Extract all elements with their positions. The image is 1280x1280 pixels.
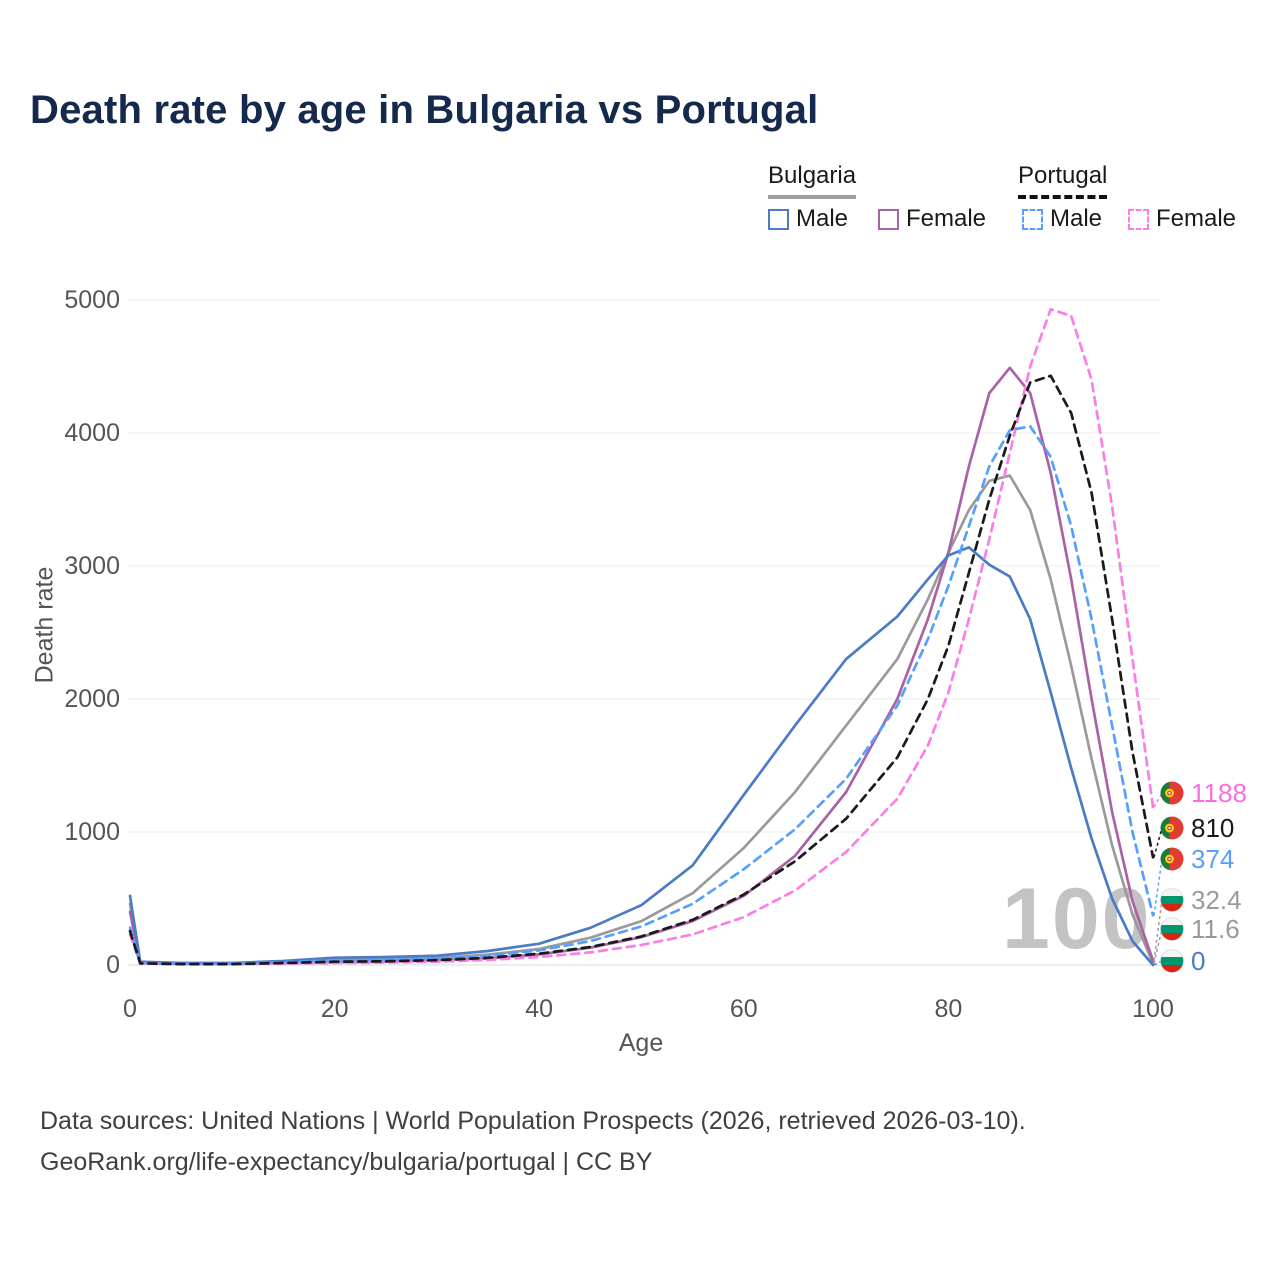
series-line-portugal-male[interactable] — [128, 424, 1155, 966]
y-tick-label: 3000 — [64, 552, 120, 580]
end-value-label: 1188 — [1191, 777, 1247, 808]
legend-group-portugal[interactable]: Portugal — [1018, 162, 1108, 199]
series-line-bulgaria[interactable] — [128, 474, 1155, 965]
end-value-row-bulgaria-female: 32.4 — [1160, 884, 1242, 915]
portugal-male-swatch-icon — [1022, 208, 1043, 230]
page-title: Death rate by age in Bulgaria vs Portuga… — [30, 88, 819, 132]
end-value-label: 0 — [1191, 945, 1206, 976]
legend-item-label: Female — [906, 205, 987, 232]
legend-item-bulgaria-female[interactable]: Female — [878, 205, 986, 233]
attribution-link-text[interactable]: GeoRank.org/life-expectancy/bulgaria/por… — [40, 1148, 653, 1176]
bulgaria-male-swatch-icon — [768, 208, 789, 230]
x-tick-label: 20 — [320, 995, 349, 1023]
bulgaria-flag-icon — [1160, 888, 1184, 912]
x-tick-label: 40 — [525, 995, 554, 1023]
legend-item-bulgaria-male[interactable]: Male — [768, 205, 848, 233]
portugal-flag-icon — [1160, 847, 1184, 871]
end-value-label: 11.6 — [1191, 913, 1240, 944]
legend-item-label: Female — [1156, 205, 1237, 232]
data-sources-text: Data sources: United Nations | World Pop… — [40, 1107, 1026, 1135]
end-value-row-portugal: 810 — [1160, 812, 1235, 843]
y-tick-label: 5000 — [64, 286, 120, 314]
legend-item-label: Male — [796, 205, 849, 232]
end-value-label: 32.4 — [1191, 884, 1242, 915]
bulgaria-flag-icon — [1160, 917, 1184, 941]
y-tick-label: 1000 — [64, 818, 120, 846]
y-tick-label: 0 — [106, 951, 120, 979]
x-tick-label: 80 — [934, 995, 963, 1023]
bulgaria-female-swatch-icon — [878, 208, 899, 230]
x-tick-label: 0 — [123, 995, 137, 1023]
x-tick-label: 60 — [729, 995, 758, 1023]
end-value-row-portugal-male: 374 — [1160, 843, 1235, 874]
legend-item-portugal-female[interactable]: Female — [1128, 205, 1236, 233]
series-line-bulgaria-female[interactable] — [128, 366, 1155, 966]
x-tick-label: 100 — [1132, 995, 1174, 1023]
series-line-bulgaria-male[interactable] — [128, 546, 1155, 967]
series-line-portugal[interactable] — [128, 374, 1155, 966]
y-tick-label: 4000 — [64, 419, 120, 447]
portugal-flag-icon — [1160, 781, 1184, 805]
portugal-flag-icon — [1160, 816, 1184, 840]
end-value-label: 374 — [1191, 843, 1235, 874]
bulgaria-flag-icon — [1160, 949, 1184, 973]
y-axis-title: Death rate — [30, 566, 59, 684]
end-value-row-bulgaria-male: 0 — [1160, 945, 1206, 976]
legend-item-portugal-male[interactable]: Male — [1022, 205, 1102, 233]
end-value-row-bulgaria: 11.6 — [1160, 913, 1240, 944]
hover-age-watermark: 100 — [1002, 871, 1152, 967]
y-tick-label: 2000 — [64, 685, 120, 713]
legend-item-label: Male — [1050, 205, 1103, 232]
series-line-portugal-female[interactable] — [128, 307, 1155, 966]
x-axis-title: Age — [618, 1029, 664, 1057]
end-value-row-portugal-female: 1188 — [1160, 777, 1247, 808]
legend-group-bulgaria[interactable]: Bulgaria — [768, 162, 857, 199]
portugal-female-swatch-icon — [1128, 208, 1149, 230]
end-value-label: 810 — [1191, 812, 1235, 843]
